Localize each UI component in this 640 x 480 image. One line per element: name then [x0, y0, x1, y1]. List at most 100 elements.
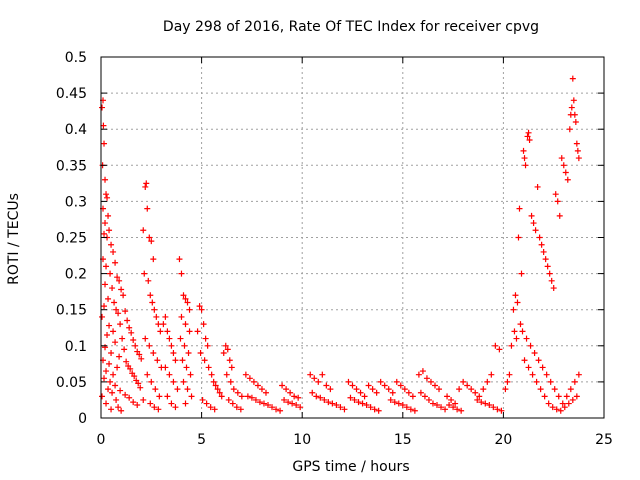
data-point — [534, 183, 541, 190]
data-point — [514, 299, 521, 306]
data-point — [110, 328, 117, 335]
data-point — [130, 337, 137, 344]
data-point — [375, 407, 382, 414]
data-point — [262, 389, 269, 396]
data-point — [494, 406, 501, 413]
data-point — [289, 400, 296, 407]
data-point — [307, 371, 314, 378]
data-point — [170, 378, 177, 385]
data-point — [482, 400, 489, 407]
data-point — [106, 322, 113, 329]
data-point — [109, 285, 116, 292]
data-point — [395, 400, 402, 407]
data-point — [142, 335, 149, 342]
data-point — [492, 342, 499, 349]
data-point — [562, 169, 569, 176]
data-point — [137, 384, 144, 391]
data-point — [407, 406, 414, 413]
data-point — [555, 393, 562, 400]
data-point — [403, 404, 410, 411]
data-point — [436, 386, 443, 393]
data-point — [570, 97, 577, 104]
data-point — [112, 259, 119, 266]
data-point — [172, 357, 179, 364]
data-point — [174, 386, 181, 393]
y-tick-label: 0.35 — [56, 158, 87, 174]
data-point — [150, 256, 157, 263]
data-point — [476, 393, 483, 400]
x-tick-label: 25 — [595, 432, 613, 448]
data-point — [199, 396, 206, 403]
data-point — [101, 140, 108, 147]
data-point — [347, 394, 354, 401]
data-point — [573, 140, 580, 147]
data-point — [319, 371, 326, 378]
data-point — [107, 270, 114, 277]
data-point — [264, 402, 271, 409]
data-point — [341, 406, 348, 413]
data-point — [144, 205, 151, 212]
data-point — [205, 364, 212, 371]
data-point — [160, 321, 167, 328]
data-point — [130, 399, 137, 406]
data-point — [220, 350, 227, 357]
data-point — [563, 393, 570, 400]
data-point — [126, 324, 133, 331]
data-point — [559, 400, 566, 407]
data-point — [295, 394, 302, 401]
data-point — [524, 133, 531, 140]
data-point — [156, 393, 163, 400]
data-point — [228, 364, 235, 371]
data-point — [118, 407, 125, 414]
data-point — [504, 378, 511, 385]
data-point — [397, 382, 404, 389]
data-point — [200, 321, 207, 328]
data-point — [151, 404, 158, 411]
data-point — [351, 396, 358, 403]
data-point — [126, 394, 133, 401]
data-point — [543, 371, 550, 378]
data-point — [444, 393, 451, 400]
data-point — [227, 378, 234, 385]
data-point — [203, 400, 210, 407]
data-point — [551, 386, 558, 393]
data-point — [283, 386, 290, 393]
data-point — [185, 350, 192, 357]
data-point — [184, 299, 191, 306]
data-point — [327, 386, 334, 393]
data-point — [230, 386, 237, 393]
data-point — [140, 227, 147, 234]
data-point — [429, 400, 436, 407]
data-point — [486, 402, 493, 409]
data-point — [550, 285, 557, 292]
data-point — [575, 371, 582, 378]
data-point — [458, 407, 465, 414]
data-point — [248, 394, 255, 401]
data-point — [417, 389, 424, 396]
y-tick-label: 0.3 — [65, 194, 87, 210]
data-point — [419, 368, 426, 375]
data-point — [146, 342, 153, 349]
data-point — [442, 406, 449, 413]
data-point — [145, 277, 152, 284]
y-tick-label: 0.15 — [56, 303, 87, 319]
data-point — [119, 335, 126, 342]
data-point — [561, 404, 568, 411]
data-point — [102, 344, 109, 351]
data-point — [456, 386, 463, 393]
data-point — [113, 396, 120, 403]
data-point — [237, 406, 244, 413]
data-point — [297, 404, 304, 411]
data-point — [333, 402, 340, 409]
data-point — [144, 371, 151, 378]
data-point — [207, 404, 214, 411]
data-point — [233, 404, 240, 411]
data-point — [176, 256, 183, 263]
y-tick-label: 0.45 — [56, 86, 87, 102]
data-point — [142, 183, 149, 190]
data-point — [321, 396, 328, 403]
data-point — [399, 402, 406, 409]
data-point — [111, 299, 118, 306]
data-point — [532, 227, 539, 234]
